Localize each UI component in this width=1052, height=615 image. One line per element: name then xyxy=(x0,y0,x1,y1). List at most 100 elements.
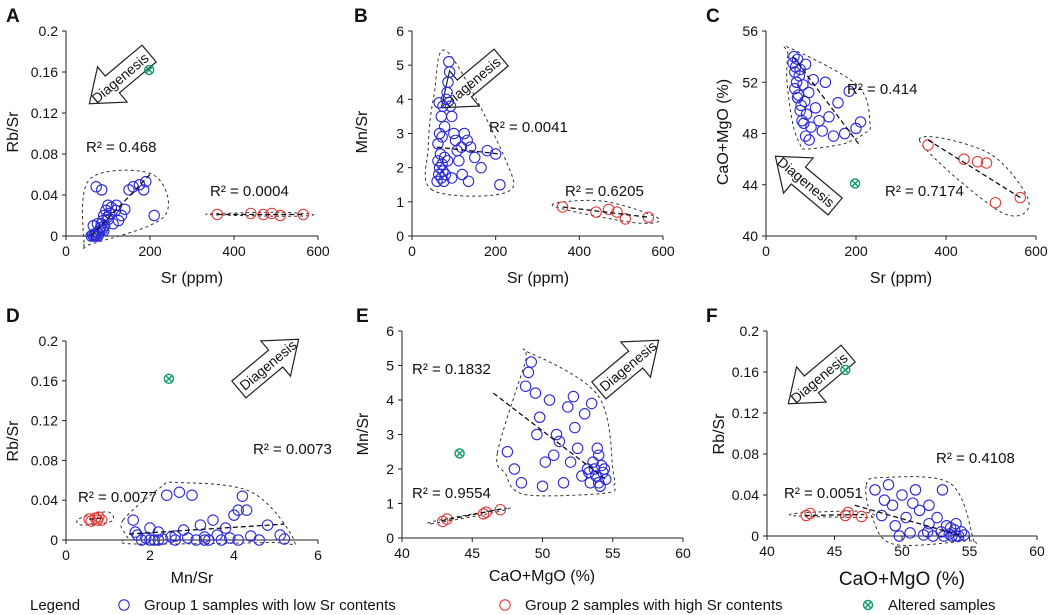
data-group1-point xyxy=(588,463,601,475)
data-group1-point xyxy=(896,489,908,501)
data-group1-point xyxy=(536,480,549,492)
data-group2-point xyxy=(590,206,602,218)
group-envelope xyxy=(426,507,511,525)
trend-line xyxy=(437,146,500,155)
legend-title: Legend xyxy=(30,597,80,614)
diagenesis-arrow-shape xyxy=(230,338,300,399)
data-group1-point xyxy=(909,484,922,496)
data-group1-point xyxy=(525,356,538,368)
r2-label: R² = 0.0041 xyxy=(489,119,568,136)
data-group1-point xyxy=(539,456,552,468)
altered-point-ring xyxy=(143,64,155,76)
y-tick-label: 40 xyxy=(742,228,758,244)
x-axis-title: CaO+MgO (%) xyxy=(839,569,965,590)
data-group1-point xyxy=(562,401,574,413)
data-altered-point xyxy=(454,448,465,459)
altered-point-ring xyxy=(840,364,851,376)
data-group1-point xyxy=(438,151,451,164)
data-group1-point xyxy=(878,494,891,506)
data-group1-point xyxy=(431,175,443,188)
data-group1-point xyxy=(813,114,825,127)
data-group2-point xyxy=(842,506,854,519)
y-tick-label: 0.04 xyxy=(31,187,58,203)
data-group1-point xyxy=(190,534,202,546)
altered-point-cross xyxy=(841,366,849,374)
data-group1-point xyxy=(800,108,813,121)
data-group1-point xyxy=(946,530,958,542)
legend-item-group1: Group 1 samples with low Sr contents xyxy=(118,597,396,614)
data-group1-point xyxy=(438,120,451,133)
data-group1-point xyxy=(869,484,881,496)
legend-item-group2: Group 2 samples with high Sr contents xyxy=(499,597,783,614)
data-group1-point xyxy=(115,209,128,222)
data-group2-point xyxy=(494,503,507,516)
data-group1-point xyxy=(788,50,800,63)
data-group1-point xyxy=(799,58,812,71)
data-group1-point xyxy=(827,130,840,142)
series-altered xyxy=(454,448,465,459)
data-group1-point xyxy=(809,102,822,114)
panel-letter: D xyxy=(6,306,20,327)
panel-letter: E xyxy=(356,306,369,327)
data-group2-point xyxy=(855,510,868,523)
y-tick-label: 0.08 xyxy=(732,446,759,462)
data-group1-point xyxy=(169,534,181,546)
data-group1-point xyxy=(448,127,460,140)
series-group2: R² = 0.7174 xyxy=(885,136,1030,217)
x-tick-label: 400 xyxy=(222,243,246,259)
data-group1-point xyxy=(102,213,114,226)
data-group1-point xyxy=(152,534,165,546)
y-axis-title: Rb/Sr xyxy=(711,413,728,455)
data-group1-point xyxy=(886,499,899,511)
x-tick-label: 600 xyxy=(306,243,330,259)
data-group1-point xyxy=(838,127,851,140)
data-group1-point xyxy=(805,121,817,133)
diagenesis-arrow-shape xyxy=(88,44,158,105)
y-tick-label: 52 xyxy=(742,74,758,90)
data-group1-point xyxy=(515,477,528,489)
diagenesis-arrow-shape xyxy=(590,339,660,400)
data-group1-point xyxy=(144,534,156,546)
y-tick-label: 4 xyxy=(396,91,404,107)
y-tick-label: 0.16 xyxy=(31,64,58,80)
series-group1: R² = 0.414 xyxy=(783,45,917,150)
altered-point-cross xyxy=(165,375,173,383)
y-tick-label: 0.08 xyxy=(31,146,58,162)
data-group1-point xyxy=(599,473,612,486)
data-group1-point xyxy=(433,97,445,109)
data-group1-point xyxy=(186,489,198,501)
series-group2: R² = 0.0077 xyxy=(76,489,157,527)
data-group1-point xyxy=(508,463,521,475)
y-axis-title: Rb/Sr xyxy=(5,420,22,462)
y-tick-label: 0.16 xyxy=(31,373,58,389)
series-group1: R² = 0.468 xyxy=(81,139,169,250)
data-group1-point xyxy=(550,428,563,441)
panel-a: A 0 0.04 0.08 0.12 0.16 0.2 0 200 400 600 Sr (ppm) R… xyxy=(5,6,330,287)
y-tick-label: 0.2 xyxy=(39,333,59,349)
x-axis-title: Mn/Sr xyxy=(171,570,214,587)
x-tick-label: 40 xyxy=(394,545,410,561)
data-group2-point xyxy=(922,139,934,151)
group-envelope xyxy=(783,45,871,150)
data-altered-point xyxy=(849,178,861,189)
diagenesis-arrow-shape xyxy=(774,155,844,216)
data-group1-point xyxy=(576,470,588,482)
data-group1-point xyxy=(103,207,116,220)
x-tick-label: 200 xyxy=(138,243,162,259)
data-group2-point xyxy=(1014,191,1026,204)
data-group1-point xyxy=(461,134,473,147)
trend-line xyxy=(562,206,649,218)
data-group1-point xyxy=(529,387,542,399)
data-group1-point xyxy=(435,110,448,123)
x-tick-label: 55 xyxy=(605,545,621,561)
data-group1-point xyxy=(950,530,962,542)
r2-label: R² = 0.468 xyxy=(86,139,156,156)
data-group1-point xyxy=(557,477,570,489)
data-group1-point xyxy=(854,116,867,128)
data-group1-point xyxy=(98,220,111,232)
data-group1-point xyxy=(207,514,219,526)
data-group1-point xyxy=(445,172,458,184)
data-group1-point xyxy=(438,175,450,188)
data-group1-point xyxy=(137,184,150,196)
